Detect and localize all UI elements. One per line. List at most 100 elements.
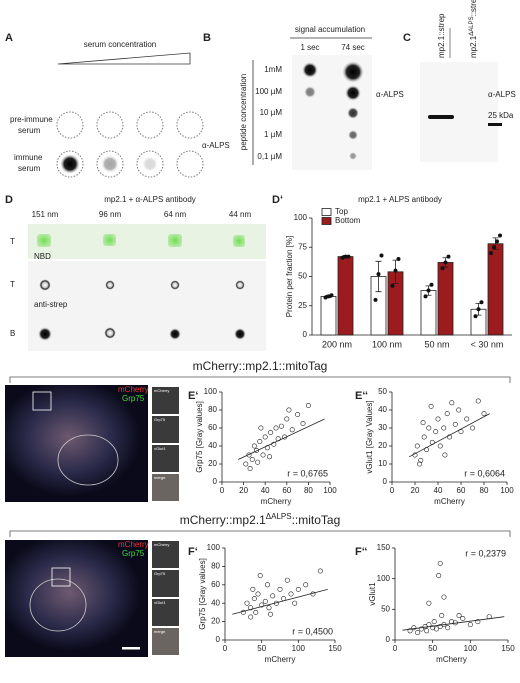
row-label: serum bbox=[18, 126, 41, 135]
x-tick-label: 60 bbox=[457, 486, 466, 495]
x-tick-label: 40 bbox=[434, 486, 443, 495]
y-tick-label: 20 bbox=[378, 441, 387, 450]
x-tick-label: 50 bbox=[257, 644, 266, 653]
bracket bbox=[9, 376, 511, 383]
row-label: 1mM bbox=[264, 65, 282, 74]
antibody-label: α-ALPS bbox=[376, 90, 404, 99]
data-point bbox=[444, 411, 450, 417]
trend-line bbox=[238, 418, 325, 460]
data-point bbox=[262, 434, 268, 440]
lane-label-sup: ΔALPS bbox=[469, 16, 475, 35]
data-point bbox=[284, 416, 290, 422]
data-point bbox=[257, 438, 263, 444]
bar bbox=[420, 290, 437, 336]
blot-spot bbox=[60, 154, 80, 174]
panel-label: F‘ bbox=[188, 546, 198, 558]
y-tick-label: 0 bbox=[383, 477, 388, 486]
blot-spot bbox=[349, 152, 357, 160]
panel-label: E‘ bbox=[188, 390, 198, 402]
stain-label: NBD bbox=[34, 252, 51, 261]
y-tick-label: 25 bbox=[298, 301, 307, 310]
data-point bbox=[251, 443, 257, 449]
stain-label: anti-strep bbox=[34, 300, 68, 309]
panel-label: F‘‘ bbox=[355, 546, 367, 558]
data-point bbox=[469, 425, 475, 431]
inset-label: vGlut1 bbox=[154, 446, 166, 451]
annotation: r = 0,2379 bbox=[465, 548, 506, 558]
data-point bbox=[475, 619, 481, 625]
bar bbox=[437, 262, 454, 336]
row-label: pre-immune bbox=[10, 115, 53, 124]
data-point bbox=[267, 454, 273, 460]
inset bbox=[152, 445, 179, 472]
y-tick-label: 50 bbox=[298, 272, 307, 281]
y-tick-label: 100 bbox=[207, 543, 221, 552]
y-tick-label: 40 bbox=[208, 441, 217, 450]
y-tick-label: 100 bbox=[377, 574, 391, 583]
data-point bbox=[418, 457, 424, 463]
blot-spot bbox=[101, 155, 119, 173]
blot-band bbox=[428, 115, 454, 119]
data-point bbox=[429, 282, 434, 287]
y-tick-label: 0 bbox=[303, 330, 308, 339]
section-header: mCherry::mp2.1ΔALPS::mitoTag bbox=[180, 512, 341, 527]
blot-spot bbox=[347, 107, 359, 119]
antibody-label: α-ALPS bbox=[488, 90, 516, 99]
data-point bbox=[323, 295, 328, 300]
marker-label: 25 kDa bbox=[488, 111, 514, 120]
data-point bbox=[251, 596, 257, 602]
data-point bbox=[430, 625, 436, 631]
bracket bbox=[9, 530, 511, 537]
blot-spot bbox=[348, 130, 358, 140]
row-label: 1 µM bbox=[264, 130, 282, 139]
data-point bbox=[289, 427, 295, 433]
data-point bbox=[411, 625, 417, 631]
data-point bbox=[495, 239, 499, 244]
data-point bbox=[426, 425, 432, 431]
section-header-part: mCherry::mp2.1 bbox=[180, 513, 266, 527]
y-axis-label: Protein per fraction [%] bbox=[285, 236, 294, 317]
bar bbox=[487, 243, 504, 336]
data-point bbox=[456, 407, 462, 413]
data-point bbox=[305, 402, 311, 408]
data-point bbox=[417, 461, 423, 467]
y-tick-label: 30 bbox=[378, 423, 387, 432]
data-point bbox=[258, 425, 264, 431]
data-point bbox=[243, 461, 249, 467]
data-point bbox=[254, 447, 260, 453]
x-axis-label: mCherry bbox=[436, 655, 467, 664]
section-title: signal accumulation bbox=[295, 25, 365, 34]
legend-swatch bbox=[321, 208, 332, 216]
trend-line bbox=[402, 616, 505, 631]
panel-label: C bbox=[403, 32, 411, 44]
data-point bbox=[407, 628, 413, 634]
panel-label: D‘ bbox=[272, 194, 283, 206]
blot-spot bbox=[345, 85, 361, 101]
bar bbox=[337, 256, 354, 336]
data-point bbox=[428, 403, 434, 409]
y-tick-label: 0 bbox=[386, 635, 391, 644]
data-point bbox=[253, 609, 259, 615]
section-title: mp2.1 + α-ALPS antibody bbox=[104, 195, 196, 204]
column-label: 44 nm bbox=[229, 210, 252, 219]
data-point bbox=[329, 293, 334, 298]
data-point bbox=[295, 411, 301, 417]
data-point bbox=[479, 300, 484, 305]
data-point bbox=[456, 612, 462, 618]
inset-label: Grp75 bbox=[154, 571, 166, 576]
axis-label: peptide concentration bbox=[239, 74, 248, 151]
y-tick-label: 60 bbox=[208, 423, 217, 432]
chart-title: mp2.1 + ALPS antibody bbox=[358, 195, 442, 204]
section-header: mCherry::mp2.1::mitoTag bbox=[193, 359, 328, 373]
y-axis-label: Grp75 [Gray values] bbox=[198, 558, 207, 630]
data-point bbox=[259, 602, 265, 608]
data-point bbox=[433, 429, 439, 435]
inset-label: vGlut1 bbox=[154, 600, 166, 605]
data-point bbox=[278, 423, 284, 429]
row-label: B bbox=[10, 329, 15, 338]
x-tick-label: 50 nm bbox=[424, 339, 449, 349]
data-point bbox=[476, 307, 481, 312]
blot-spot bbox=[302, 62, 318, 78]
x-tick-label: 150 bbox=[328, 644, 342, 653]
